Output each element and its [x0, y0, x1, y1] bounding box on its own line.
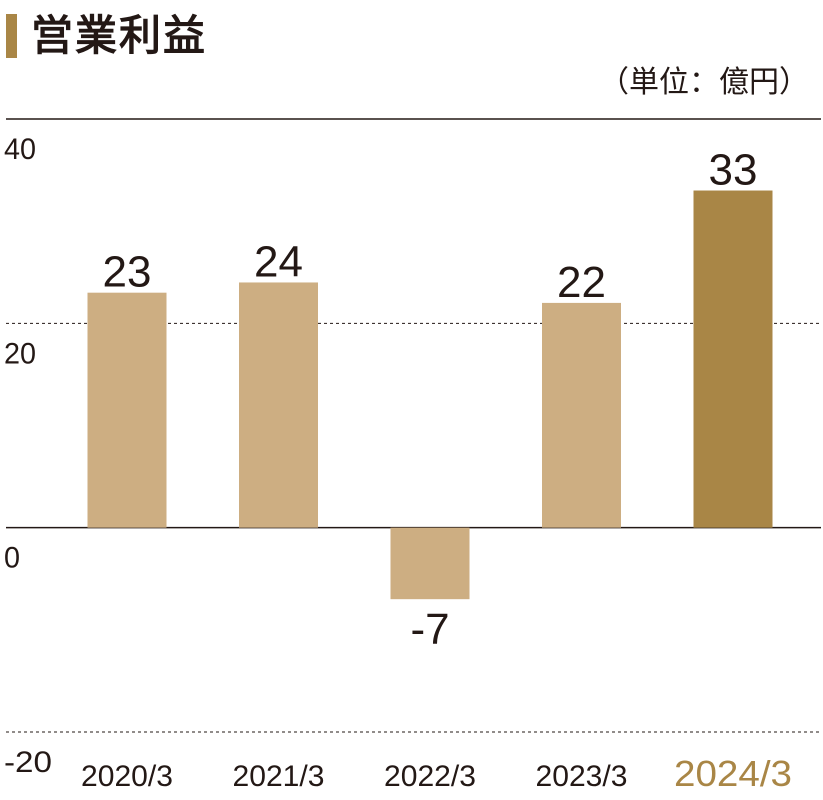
bar-2021/3 [239, 282, 318, 528]
data-label-2023/3: 22 [557, 258, 606, 307]
y-tick-label-3: -20 [4, 746, 52, 779]
y-tick-label-2: 0 [4, 542, 20, 575]
y-tick-label-1: 20 [4, 337, 36, 370]
bar-2023/3 [542, 302, 621, 528]
title-marker [6, 14, 17, 58]
x-tick-label-2020/3: 2020/3 [81, 760, 173, 793]
data-label-2024/3: 33 [709, 146, 758, 195]
chart-title-group: 営業利益 [6, 10, 207, 62]
y-tick-label-0: 40 [4, 133, 36, 166]
chart-title: 営業利益 [31, 11, 208, 60]
unit-label: （単位：億円） [599, 65, 809, 100]
bar-2020/3 [87, 292, 167, 528]
x-tick-label-2024/3: 2024/3 [674, 753, 792, 794]
data-label-2021/3: 24 [254, 237, 303, 286]
x-tick-label-2022/3: 2022/3 [384, 760, 476, 793]
bar-2024/3 [693, 190, 773, 528]
data-label-2022/3: -7 [410, 605, 449, 654]
bar-2022/3 [390, 527, 470, 600]
x-tick-label-2021/3: 2021/3 [233, 760, 325, 793]
x-tick-label-2023/3: 2023/3 [536, 760, 628, 793]
data-label-2020/3: 23 [103, 248, 152, 297]
